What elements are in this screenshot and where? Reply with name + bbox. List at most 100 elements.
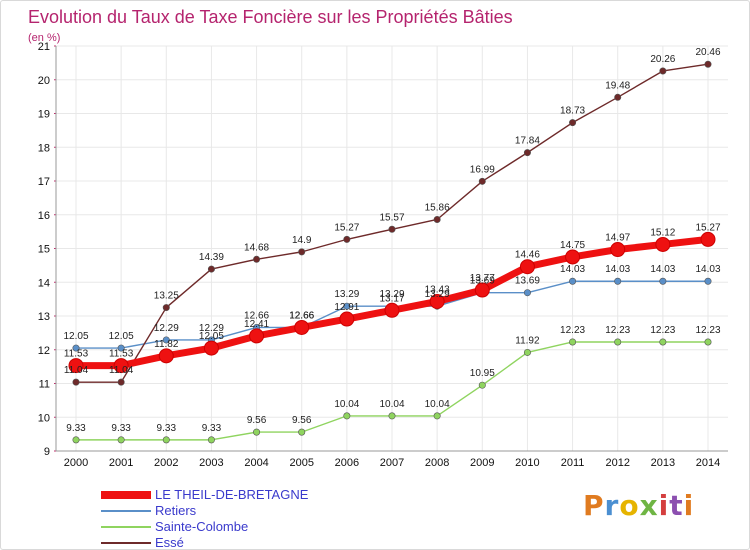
- y-tick-label: 15: [38, 244, 50, 256]
- y-tick-label: 21: [38, 41, 50, 53]
- x-tick-label: 2000: [64, 457, 88, 469]
- y-tick-label: 9: [44, 446, 50, 458]
- y-tick-label: 19: [38, 109, 50, 121]
- x-tick-label: 2011: [561, 457, 585, 469]
- data-label: 14.75: [560, 240, 585, 251]
- data-label: 20.26: [650, 54, 675, 65]
- y-tick-label: 18: [38, 142, 50, 154]
- data-label: 9.33: [157, 423, 177, 434]
- data-label: 15.57: [379, 212, 404, 223]
- data-point: [162, 436, 170, 444]
- y-tick-label: 14: [38, 277, 50, 289]
- data-label: 14.03: [695, 264, 720, 275]
- data-point: [478, 177, 486, 185]
- data-label: 10.95: [470, 368, 495, 379]
- data-label: 13.25: [154, 291, 179, 302]
- data-label: 17.84: [515, 136, 540, 147]
- data-point: [610, 242, 626, 258]
- data-point: [253, 255, 261, 263]
- data-point: [117, 378, 125, 386]
- legend-label: LE THEIL-DE-BRETAGNE: [155, 487, 309, 502]
- proxiti-logo: Proxiti: [583, 489, 694, 522]
- data-point: [523, 289, 531, 297]
- data-label: 13.43: [425, 284, 450, 295]
- data-label: 10.04: [425, 399, 450, 410]
- data-label: 12.66: [289, 310, 314, 321]
- data-label: 12.66: [289, 310, 314, 321]
- data-point: [565, 249, 581, 265]
- data-point: [704, 60, 712, 68]
- data-point: [614, 277, 622, 285]
- data-point: [207, 436, 215, 444]
- data-point: [68, 358, 84, 374]
- data-label: 9.33: [66, 423, 86, 434]
- line-chart: 9 10 11 12 13 14 15 16 17 18 19 20 21 2000 2001 2002 200…: [38, 41, 728, 469]
- data-point: [162, 304, 170, 312]
- data-label: 9.56: [247, 415, 267, 426]
- x-tick-label: 2008: [425, 457, 449, 469]
- data-point: [253, 428, 261, 436]
- data-point: [474, 282, 490, 298]
- y-tick-label: 17: [38, 176, 50, 188]
- data-point: [298, 248, 306, 256]
- x-tick-label: 2014: [696, 457, 720, 469]
- data-label: 14.03: [605, 264, 630, 275]
- chart-unit-label: (en %): [28, 32, 61, 44]
- data-point: [343, 302, 351, 310]
- data-label: 9.56: [292, 415, 312, 426]
- legend-label: Retiers: [155, 503, 197, 518]
- data-point: [117, 344, 125, 352]
- data-label: 14.68: [244, 242, 269, 253]
- data-label: 12.05: [109, 331, 134, 342]
- x-tick-label: 2010: [515, 457, 539, 469]
- x-tick-label: 2013: [651, 457, 675, 469]
- data-point: [294, 319, 310, 335]
- data-label: 12.29: [199, 323, 224, 334]
- data-label: 13.69: [470, 276, 495, 287]
- data-point: [388, 225, 396, 233]
- data-point: [700, 231, 716, 247]
- data-point: [207, 265, 215, 273]
- x-tick-label: 2005: [289, 457, 313, 469]
- logo-letter: t: [669, 489, 684, 522]
- data-point: [433, 412, 441, 420]
- data-label: 15.12: [650, 227, 675, 238]
- data-label: 14.39: [199, 252, 224, 263]
- data-label: 12.23: [560, 325, 585, 336]
- data-label: 20.46: [695, 47, 720, 58]
- legend-swatch: [101, 526, 151, 528]
- data-label: 10.04: [334, 399, 359, 410]
- logo-letter: x: [639, 489, 659, 522]
- x-tick-label: 2012: [605, 457, 629, 469]
- x-tick-label: 2004: [244, 457, 268, 469]
- data-label: 12.05: [199, 331, 224, 342]
- data-label: 12.41: [244, 319, 269, 330]
- data-point: [523, 149, 531, 157]
- data-label: 18.73: [560, 106, 585, 117]
- data-label: 11.53: [109, 349, 134, 360]
- data-point: [655, 236, 671, 252]
- data-point: [72, 378, 80, 386]
- data-label: 13.29: [379, 289, 404, 300]
- y-tick-label: 16: [38, 210, 50, 222]
- data-point: [343, 235, 351, 243]
- data-point: [659, 338, 667, 346]
- data-point: [704, 277, 712, 285]
- logo-letter: i: [683, 489, 695, 522]
- data-label: 15.27: [695, 222, 720, 233]
- x-tick-label: 2002: [154, 457, 178, 469]
- data-point: [614, 93, 622, 101]
- data-label: 12.23: [605, 325, 630, 336]
- legend-label: Sainte-Colombe: [155, 519, 249, 534]
- data-label: 14.97: [605, 233, 630, 244]
- axis-layer: 9 10 11 12 13 14 15 16 17 18 19 20 21 2000 2001 2002 200…: [38, 41, 728, 469]
- x-tick-label: 2001: [109, 457, 133, 469]
- data-point: [569, 338, 577, 346]
- data-label: 12.23: [695, 325, 720, 336]
- logo-letter: r: [604, 489, 620, 522]
- data-label: 19.48: [605, 80, 630, 91]
- legend-swatch: [101, 510, 151, 512]
- data-label: 15.86: [425, 202, 450, 213]
- logo-letter: P: [583, 489, 605, 522]
